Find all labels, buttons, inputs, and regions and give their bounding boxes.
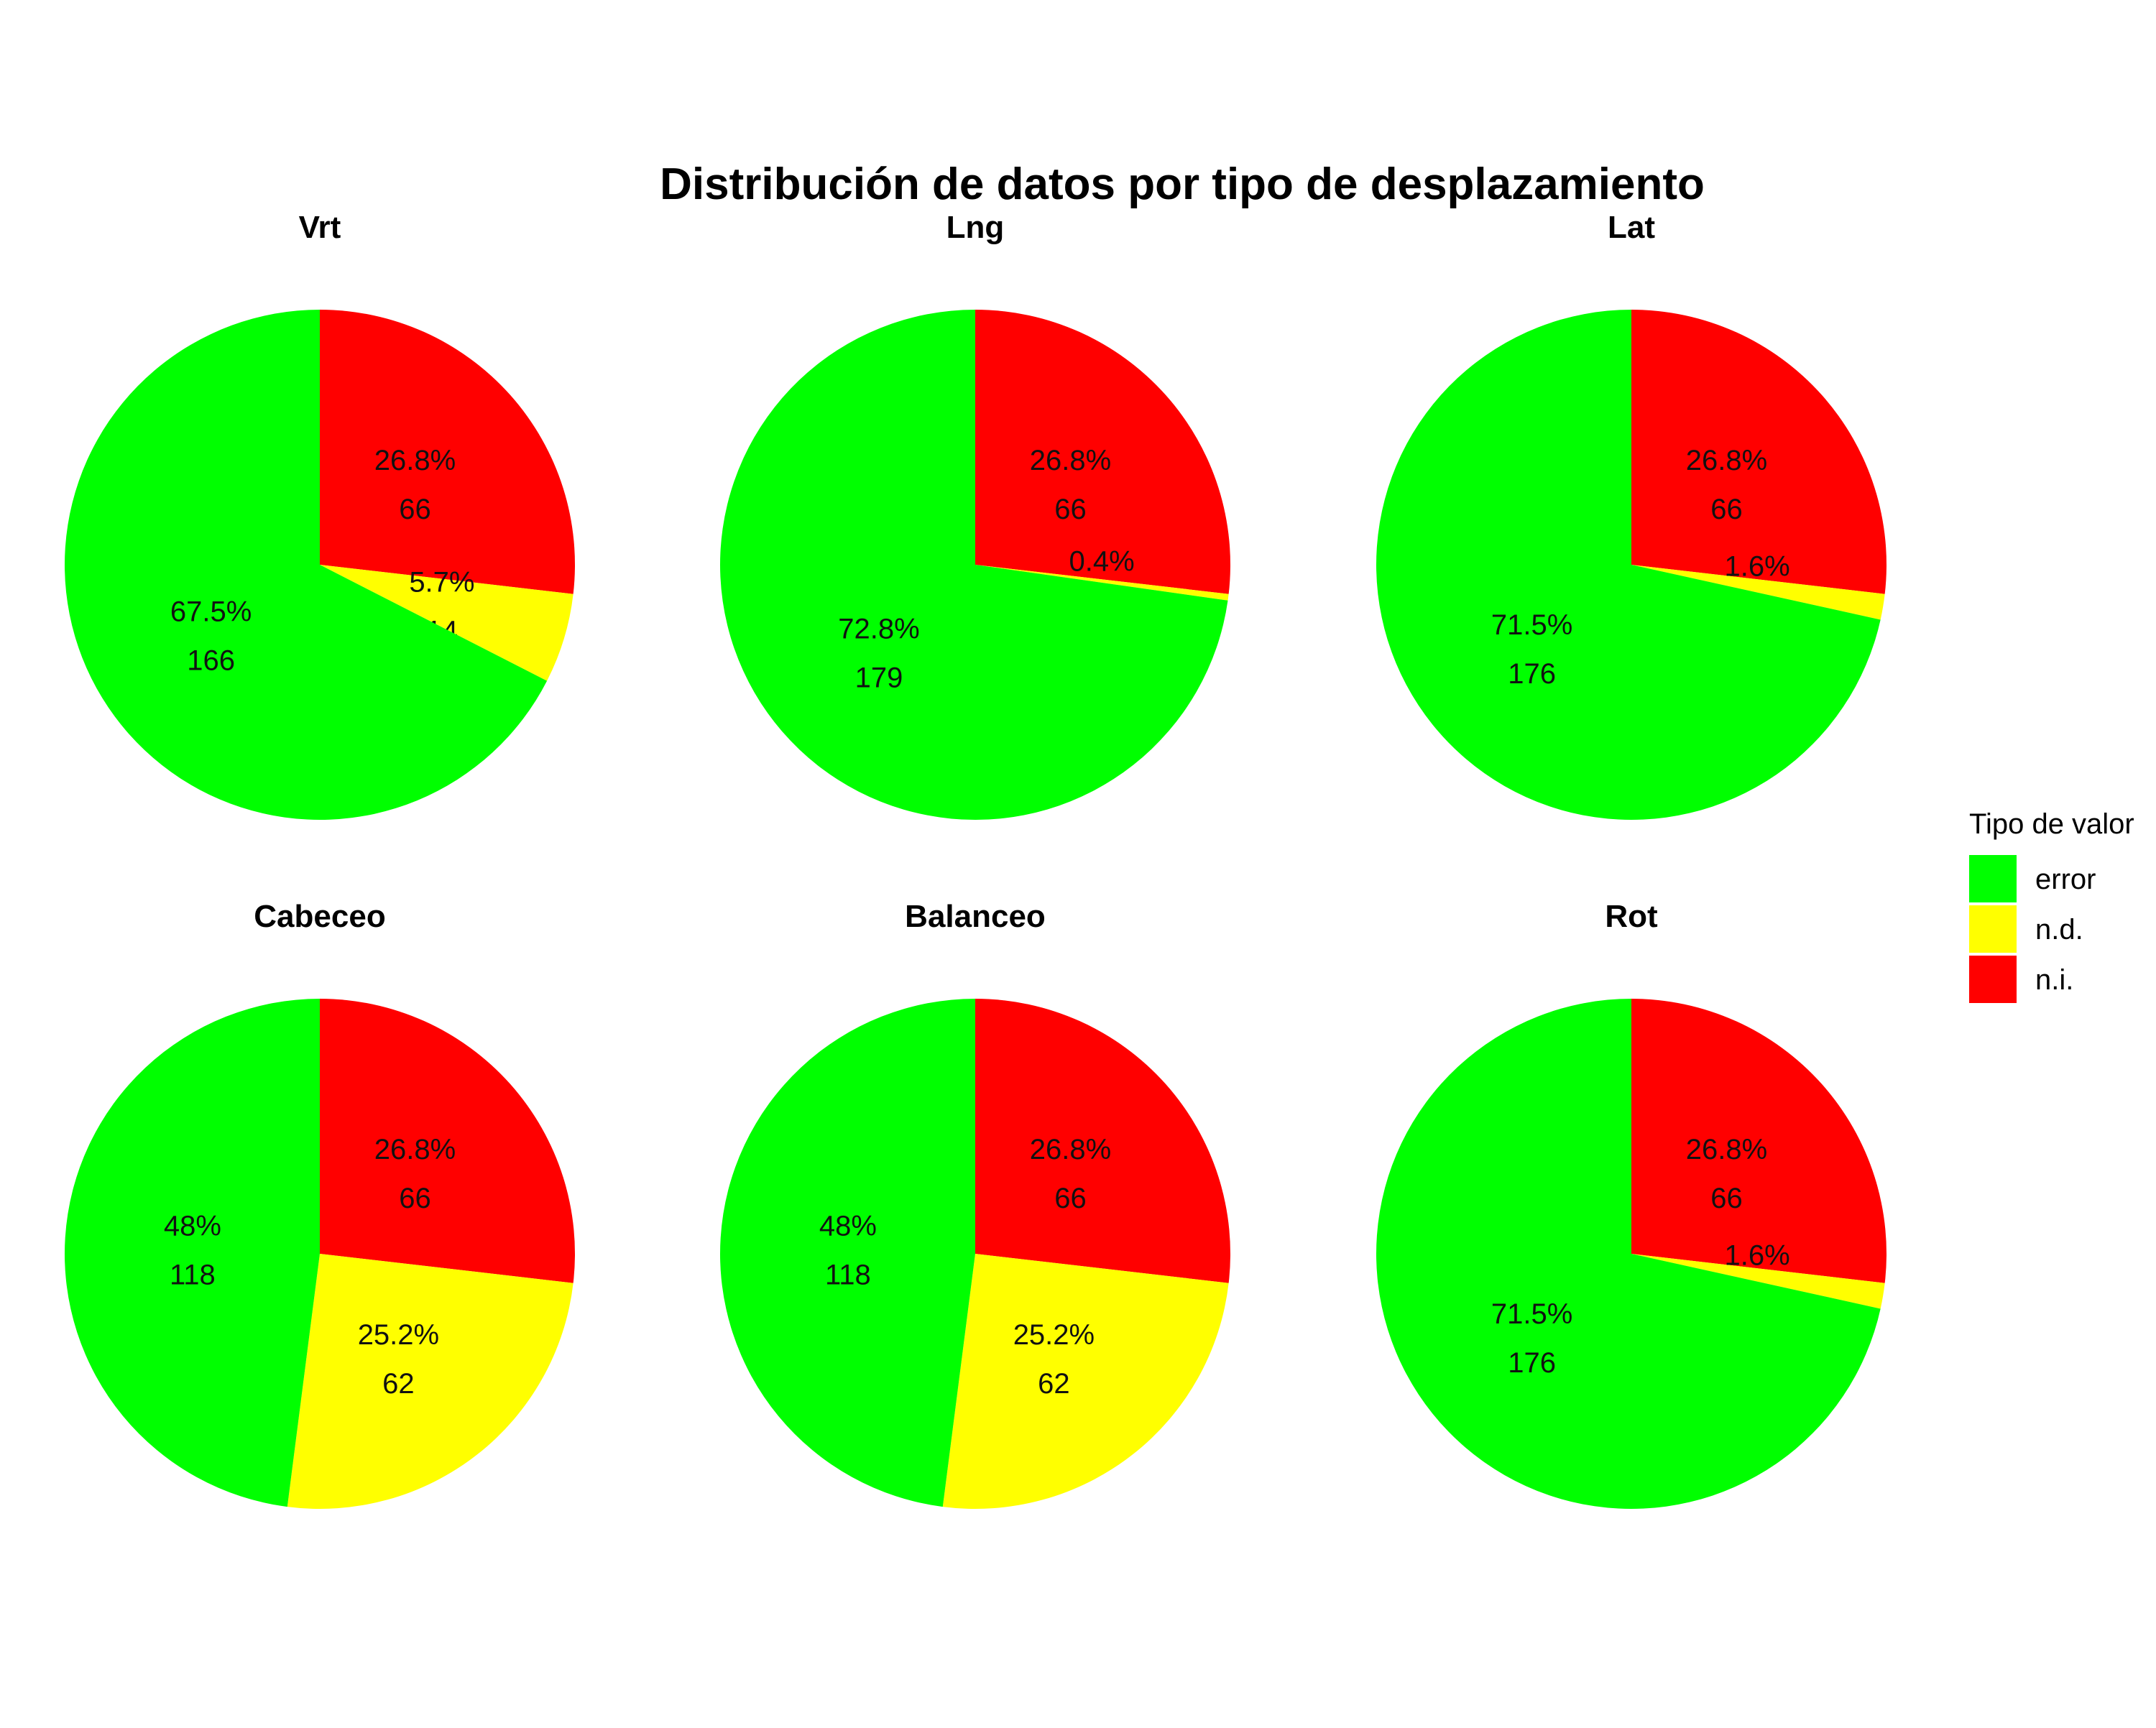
pie-slice-error — [719, 310, 1228, 820]
pie-slice-ni — [320, 998, 576, 1283]
slice-count-label: 176 — [1508, 1347, 1556, 1379]
slice-percent-label: 0.4% — [1069, 546, 1135, 578]
legend-label: n.d. — [2035, 914, 2083, 946]
legend-label: error — [2035, 864, 2096, 895]
slice-percent-label: 26.8% — [1686, 1134, 1767, 1165]
pie-slice-nd — [320, 565, 573, 681]
slice-percent-label: 67.5% — [170, 596, 252, 628]
slice-count-label: 66 — [399, 494, 431, 525]
pie-slice-ni — [975, 310, 1231, 594]
legend: Tipo de valor error n.d. n.i. — [1969, 808, 2134, 1003]
pie-slice-nd — [942, 1254, 1229, 1510]
pie-slice-error — [64, 999, 320, 1507]
legend-key-nd — [1969, 905, 2017, 953]
pie-slice-nd — [287, 1254, 573, 1510]
pie-slice-ni — [1631, 310, 1887, 594]
slice-percent-label: 71.5% — [1491, 609, 1572, 641]
slice-percent-label: 25.2% — [1013, 1319, 1095, 1351]
slice-count-label: 66 — [1710, 1183, 1743, 1214]
pie-title: Balanceo — [905, 899, 1046, 934]
slice-percent-label: 71.5% — [1491, 1298, 1572, 1330]
slice-count-label: 66 — [399, 1183, 431, 1214]
pie-slice-error — [1376, 999, 1881, 1509]
slice-percent-label: 5.7% — [409, 566, 474, 598]
slice-count-label: 62 — [1038, 1368, 1070, 1400]
slice-count-label: 66 — [1710, 494, 1743, 525]
legend-label: n.i. — [2035, 964, 2073, 996]
slice-count-label: 166 — [187, 645, 235, 677]
legend-title: Tipo de valor — [1969, 808, 2134, 840]
slice-percent-label: 48% — [819, 1211, 877, 1242]
chart-title: Distribución de datos por tipo de despla… — [660, 160, 1705, 209]
slice-count-label: 62 — [382, 1368, 415, 1400]
pie-slice-error — [719, 999, 975, 1507]
pie-cabeceo: Cabeceo 26.8% 66 25.2% 62 48% 118 — [64, 899, 576, 1510]
slice-percent-label: 26.8% — [1030, 445, 1111, 476]
pies-layer: Vrt26.8%665.7%1467.5%166Lng26.8%660.4%17… — [64, 210, 1887, 1510]
pie-slice-ni — [1631, 999, 1887, 1283]
pie-slice-nd — [975, 565, 1229, 601]
pie-slice-error — [1376, 310, 1881, 820]
slice-count-label: 118 — [170, 1260, 216, 1291]
slice-percent-label: 1.6% — [1725, 1239, 1790, 1271]
slice-count-label: 66 — [1054, 494, 1087, 525]
slice-percent-label: 26.8% — [374, 445, 456, 476]
pie-title: Vrt — [299, 210, 341, 245]
pie-slice-ni — [975, 999, 1231, 1283]
slice-percent-label: 25.2% — [358, 1319, 439, 1351]
slice-percent-label: 72.8% — [838, 613, 919, 644]
slice-percent-label: 48% — [164, 1211, 221, 1242]
pie-title: Cabeceo — [254, 899, 385, 934]
slice-percent-label: 26.8% — [374, 1134, 456, 1165]
legend-key-error — [1969, 855, 2017, 902]
pie-slice-nd — [1631, 565, 1885, 620]
slice-count-label: 66 — [1054, 1183, 1087, 1214]
slice-count-label: 176 — [1508, 658, 1556, 690]
pie-balanceo: Balanceo 26.8% 66 25.2% 62 48% 118 — [719, 899, 1231, 1510]
slice-percent-label: 26.8% — [1030, 1134, 1111, 1165]
pie-title: Lat — [1608, 210, 1655, 245]
slice-percent-label: 1.6% — [1725, 550, 1790, 582]
pie-slice-nd — [1631, 1254, 1885, 1309]
pie-title: Lng — [946, 210, 1005, 245]
legend-key-ni — [1969, 956, 2017, 1003]
pie-title: Rot — [1605, 899, 1658, 934]
slice-percent-label: 26.8% — [1686, 445, 1767, 476]
slice-count-label: 179 — [855, 662, 903, 693]
pie-slice-ni — [320, 310, 576, 594]
slice-count-label: 118 — [825, 1260, 871, 1291]
pie-slice-error — [64, 310, 548, 820]
